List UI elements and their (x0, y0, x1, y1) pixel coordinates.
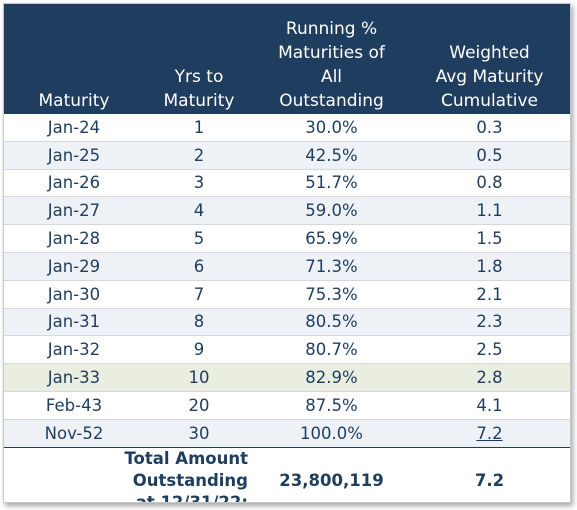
cell-running: 82.9% (254, 363, 409, 392)
table-row: Jan-28 5 65.9% 1.5 (4, 224, 570, 253)
cell-maturity: Jan-28 (4, 224, 144, 253)
cell-running: 75.3% (254, 280, 409, 309)
cell-yrs: 10 (144, 363, 254, 392)
cell-wam: 0.8 (409, 169, 570, 198)
cell-yrs: 1 (144, 114, 254, 142)
cell-wam: 7.2 (409, 419, 570, 448)
total-amount: 23,800,119 (279, 471, 384, 491)
header-line: Maturity (38, 91, 110, 111)
cell-wam: 2.5 (409, 335, 570, 365)
cell-running: 100.0% (254, 419, 409, 448)
total-weighted-avg-maturity: 7.2 (474, 471, 505, 491)
table-row: Jan-24 1 30.0% 0.3 (4, 114, 570, 142)
header-line: Running % (285, 19, 378, 39)
cell-wam: 2.3 (409, 308, 570, 337)
total-label-line: Total Amount Outstanding (124, 448, 248, 490)
header-line: Maturities of (278, 43, 385, 63)
cell-wam: 1.8 (409, 252, 570, 281)
table-row: Jan-30 7 75.3% 2.1 (4, 280, 570, 309)
cell-running: 59.0% (254, 196, 409, 226)
cell-maturity: Jan-24 (4, 114, 144, 142)
cell-wam: 2.1 (409, 280, 570, 309)
header-line: Cumulative (440, 91, 539, 111)
header-line: Yrs to (174, 67, 224, 87)
cell-running: 42.5% (254, 141, 409, 170)
cell-maturity: Jan-29 (4, 252, 144, 281)
total-label: Total Amount Outstanding at 12/31/22: (4, 447, 254, 503)
cell-yrs: 20 (144, 391, 254, 420)
total-label-line: at 12/31/22: (135, 492, 248, 503)
header-weighted-avg-maturity: Weighted Avg Maturity Cumulative (409, 4, 570, 114)
table-row: Nov-52 30 100.0% 7.2 (4, 419, 570, 448)
cell-maturity: Jan-25 (4, 141, 144, 170)
cell-maturity: Jan-33 (4, 363, 144, 392)
cell-maturity: Jan-26 (4, 169, 144, 198)
cell-yrs: 8 (144, 308, 254, 337)
cell-yrs: 7 (144, 280, 254, 309)
maturity-schedule-table-frame: Maturity Yrs to Maturity Running % Matur… (3, 3, 571, 503)
cell-wam: 2.8 (409, 363, 570, 392)
header-line: Outstanding (279, 91, 384, 111)
cell-maturity: Jan-30 (4, 280, 144, 309)
header-row: Maturity Yrs to Maturity Running % Matur… (4, 4, 570, 114)
cell-wam: 4.1 (409, 391, 570, 420)
cell-running: 65.9% (254, 224, 409, 253)
total-row: Total Amount Outstanding at 12/31/22: 23… (4, 447, 570, 503)
cell-yrs: 30 (144, 419, 254, 448)
cell-yrs: 6 (144, 252, 254, 281)
cell-wam: 0.5 (409, 141, 570, 170)
cell-maturity: Nov-52 (4, 419, 144, 448)
cell-running: 80.5% (254, 308, 409, 337)
cell-yrs: 2 (144, 141, 254, 170)
cell-maturity: Jan-31 (4, 308, 144, 337)
cell-wam: 1.1 (409, 196, 570, 226)
cell-running: 30.0% (254, 114, 409, 142)
cell-yrs: 3 (144, 169, 254, 198)
table-row: Jan-29 6 71.3% 1.8 (4, 252, 570, 281)
table-row: Feb-43 20 87.5% 4.1 (4, 391, 570, 420)
cell-yrs: 9 (144, 335, 254, 365)
cell-wam-value: 7.2 (476, 423, 503, 443)
header-line: All (320, 67, 343, 87)
header-line: Weighted (449, 43, 530, 63)
cell-wam: 1.5 (409, 224, 570, 253)
cell-running: 80.7% (254, 335, 409, 365)
table-footer: Total Amount Outstanding at 12/31/22: 23… (4, 447, 570, 503)
maturity-schedule-table: Maturity Yrs to Maturity Running % Matur… (4, 4, 570, 503)
table-body: Jan-24 1 30.0% 0.3 Jan-25 2 42.5% 0.5 Ja… (4, 114, 570, 448)
cell-running: 71.3% (254, 252, 409, 281)
cell-maturity: Feb-43 (4, 391, 144, 420)
table-row: Jan-31 8 80.5% 2.3 (4, 308, 570, 337)
header-line: Maturity (163, 91, 235, 111)
table-row: Jan-25 2 42.5% 0.5 (4, 141, 570, 170)
header-line: Avg Maturity (435, 67, 544, 87)
header-maturity: Maturity (4, 4, 144, 114)
cell-wam: 0.3 (409, 114, 570, 142)
cell-maturity: Jan-27 (4, 196, 144, 226)
header-running-percent: Running % Maturities of All Outstanding (254, 4, 409, 114)
table-row: Jan-32 9 80.7% 2.5 (4, 335, 570, 365)
table-row: Jan-26 3 51.7% 0.8 (4, 169, 570, 198)
table-row: Jan-27 4 59.0% 1.1 (4, 196, 570, 226)
table-header: Maturity Yrs to Maturity Running % Matur… (4, 4, 570, 114)
table-row-highlighted: Jan-33 10 82.9% 2.8 (4, 363, 570, 392)
cell-yrs: 4 (144, 196, 254, 226)
cell-running: 51.7% (254, 169, 409, 198)
header-yrs-to-maturity: Yrs to Maturity (144, 4, 254, 114)
cell-running: 87.5% (254, 391, 409, 420)
cell-yrs: 5 (144, 224, 254, 253)
cell-maturity: Jan-32 (4, 335, 144, 365)
